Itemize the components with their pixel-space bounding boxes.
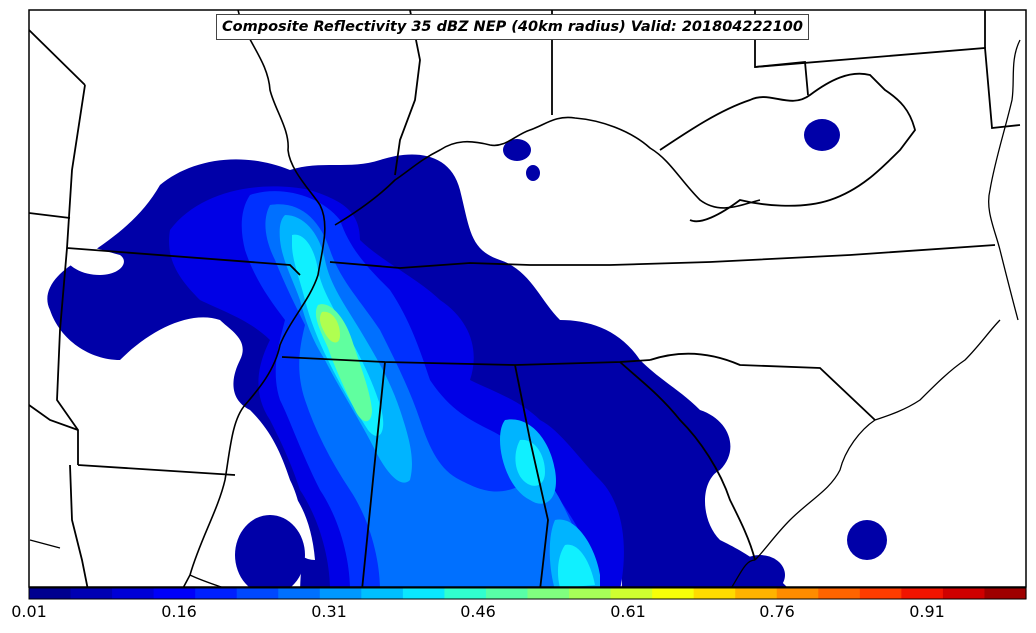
probability-fields [47,119,887,587]
colorbar-segment [569,588,612,599]
md-border [754,47,1021,129]
prob-blob-georgia-coast [847,520,887,560]
colorbar-frame [28,587,1027,600]
colorbar-segment [901,588,944,599]
colorbar-segment [236,588,279,599]
prob-region-lake-hole [195,358,226,404]
colorbar-segment [610,588,653,599]
ar-west-border [56,247,79,465]
prob-blob-kentucky [503,139,531,161]
colorbar-segment [444,588,487,599]
colorbar-tick-label-3: 0.46 [460,602,496,621]
ms-al-border [361,361,386,587]
colorbar-segment [361,588,404,599]
map-frame [28,9,1027,588]
colorbar-segment [112,588,155,599]
colorbar-segment [818,588,861,599]
colorbar-tick-label-2: 0.31 [311,602,347,621]
colorbar-segment [195,588,238,599]
colorbar-segment [278,588,321,599]
la-west-border [69,464,89,587]
colorbar-segment [735,588,778,599]
colorbar [28,587,1027,600]
state-borders [29,10,1021,587]
tn-ky-border [329,244,996,269]
ar-south-border [77,464,236,476]
colorbar-segment [70,588,113,599]
tx-ok-border [29,404,79,431]
prob-level-8 [319,311,340,343]
colorbar-segment [153,588,196,599]
colorbar-segment [942,588,986,599]
colorbar-segment [319,588,362,599]
colorbar-segment [527,588,570,599]
colorbar-tick-label-5: 0.76 [759,602,795,621]
atlantic-coast [754,39,1021,561]
nc-sc-border [649,352,876,421]
colorbar-tick-label-0: 0.01 [11,602,47,621]
colorbar-segment [652,588,695,599]
prob-level-6c [557,544,595,587]
colorbar-segment [984,588,1027,599]
colorbar-segment [859,588,902,599]
colorbar-segment [693,588,736,599]
ohio-river [334,116,761,226]
colorbar-tick-label-6: 0.91 [909,602,945,621]
prob-blob-louisiana [235,515,305,587]
colorbar-segment [485,588,529,599]
colorbar-segment [29,588,72,599]
ks-border [29,29,86,219]
prob-blob-west-virginia [804,119,840,151]
prob-level-4 [265,204,594,587]
ar-north-border [66,247,301,276]
prob-blob-kentucky-small [526,165,540,181]
il-border [394,10,421,176]
al-ga-border [514,364,549,587]
colorbar-tick-label-4: 0.61 [610,602,646,621]
mo-west-border [66,84,86,249]
map-title: Composite Reflectivity 35 dBZ NEP (40km … [216,14,809,40]
prob-region-arkansas-hole [60,245,124,275]
colorbar-segment [776,588,819,599]
wv-border [659,72,916,223]
ga-sc-border [619,361,756,561]
colorbar-tick-label-1: 0.16 [161,602,197,621]
colorbar-segment [402,588,446,599]
